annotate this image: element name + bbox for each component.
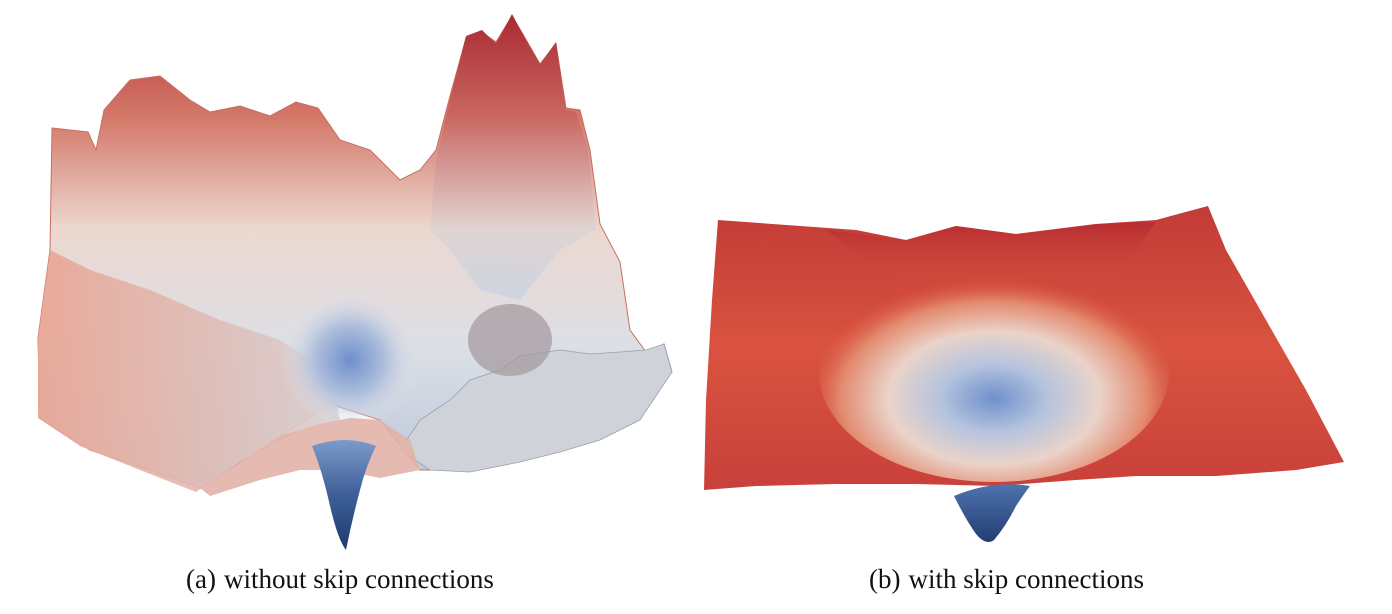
surface-back-ridge-shade (826, 222, 1156, 290)
caption-text-b: with skip connections (908, 564, 1144, 594)
loss-surface-with-skip-plot (704, 206, 1344, 542)
caption-a: (a) without skip connections (186, 561, 494, 597)
surface-front-lip (200, 418, 420, 496)
caption-text-a: without skip connections (223, 564, 494, 594)
surface-minimum-spike (954, 484, 1030, 542)
surface-shaded-bump (468, 304, 552, 376)
surface-bowl (819, 262, 1169, 482)
surface-central-valley (280, 290, 420, 430)
panel-without-skip-connections: (a) without skip connections (37, 14, 673, 597)
panel-label-a: (a) (186, 564, 216, 594)
surface-foreground-rough-terrain (399, 343, 673, 473)
caption-b: (b) with skip connections (869, 561, 1144, 597)
surface-tall-peak (430, 14, 596, 300)
loss-surface-without-skip-plot (37, 14, 673, 550)
panel-with-skip-connections: (b) with skip connections (696, 0, 1392, 614)
surface-minimum-spike (312, 440, 376, 550)
surface-left-slope (38, 250, 340, 492)
panel-label-b: (b) (869, 564, 901, 594)
